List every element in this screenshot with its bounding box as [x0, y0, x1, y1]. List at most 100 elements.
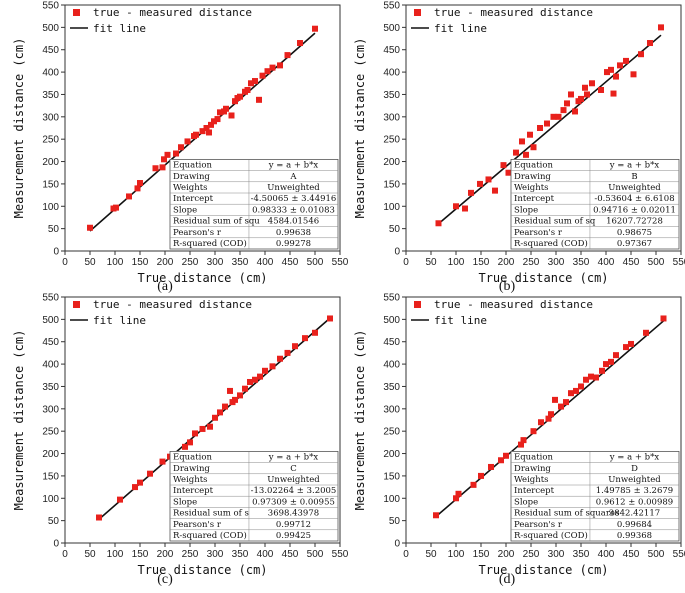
x-tick-label: 250	[182, 549, 199, 560]
x-axis-label: True distance (cm)	[478, 271, 608, 285]
data-point	[583, 376, 589, 383]
data-point	[503, 452, 509, 459]
x-tick-label: 500	[648, 549, 665, 560]
stats-row-label: Drawing	[173, 464, 210, 474]
x-tick-label: 200	[498, 549, 515, 560]
data-point	[604, 69, 610, 76]
x-tick-label: 150	[473, 549, 490, 560]
stats-row-label: Weights	[514, 183, 549, 193]
x-tick-label: 350	[232, 257, 249, 268]
y-tick-label: 300	[42, 112, 59, 123]
data-point	[630, 71, 637, 78]
x-tick-label: 550	[332, 257, 349, 268]
y-tick-label: 200	[42, 449, 59, 460]
fit-line	[437, 34, 662, 225]
data-point	[227, 387, 233, 394]
data-point	[96, 514, 102, 521]
data-point	[207, 423, 213, 430]
data-point	[327, 315, 333, 322]
data-point	[269, 64, 276, 71]
stats-row-value: C	[290, 464, 297, 474]
data-point	[608, 358, 614, 365]
y-tick-label: 500	[383, 315, 400, 326]
x-tick-label: 50	[84, 257, 96, 268]
data-point	[217, 109, 223, 116]
y-tick-label: 200	[42, 157, 59, 168]
x-tick-label: 300	[207, 549, 224, 560]
y-tick-label: 550	[383, 293, 400, 304]
x-tick-label: 450	[282, 549, 299, 560]
x-tick-label: 0	[62, 257, 68, 268]
stats-row-value: 0.98333 ± 0.01083	[252, 205, 335, 215]
stats-row-label: Residual sum of sq	[514, 217, 596, 227]
data-point	[455, 490, 462, 497]
x-tick-label: 200	[157, 257, 174, 268]
data-point	[552, 396, 558, 403]
chart-panel-a: 0 50 100 150 200 250 300 350 400 450 500 550 0 50 100 1…	[12, 1, 349, 295]
legend-label-markers: true - measured distance	[434, 6, 593, 19]
stats-row-label: Pearson's r	[514, 520, 563, 530]
data-point	[613, 352, 619, 359]
stats-row-label: Intercept	[173, 486, 214, 496]
data-point	[603, 361, 609, 368]
stats-row-value: 0.94716 ± 0.02011	[593, 205, 676, 215]
stats-header-value: y = a + b*x	[268, 161, 319, 171]
x-tick-label: 300	[548, 257, 565, 268]
x-tick-label: 100	[448, 257, 465, 268]
stats-row-label: Pearson's r	[173, 520, 222, 530]
data-point	[312, 25, 318, 32]
stats-header-label: Equation	[173, 161, 212, 171]
stats-row-label: Slope	[514, 497, 538, 507]
y-tick-label: 400	[42, 360, 59, 371]
stats-row-label: Slope	[173, 205, 197, 215]
data-point	[598, 86, 604, 93]
x-tick-label: 0	[62, 549, 68, 560]
data-point	[523, 151, 529, 158]
x-tick-label: 250	[523, 549, 540, 560]
stats-row-value: Unweighted	[267, 475, 320, 485]
y-tick-label: 450	[383, 45, 400, 56]
data-point	[572, 108, 578, 115]
data-point	[564, 100, 570, 107]
data-point	[137, 479, 143, 486]
stats-row-value: Unweighted	[267, 183, 320, 193]
y-tick-label: 150	[42, 179, 59, 190]
data-point	[462, 205, 468, 212]
x-axis-label: True distance (cm)	[137, 271, 267, 285]
x-tick-label: 350	[232, 549, 249, 560]
stats-row-label: R-squared (COD)	[514, 530, 588, 541]
y-tick-label: 450	[42, 45, 59, 56]
y-tick-label: 200	[383, 449, 400, 460]
data-point	[578, 95, 584, 102]
data-point	[433, 512, 439, 519]
data-point	[147, 470, 153, 477]
data-point	[257, 373, 263, 380]
x-tick-label: 200	[157, 549, 174, 560]
stats-row-label: Weights	[173, 475, 208, 485]
x-tick-label: 300	[548, 549, 565, 560]
y-tick-label: 0	[53, 539, 59, 550]
legend-marker	[414, 301, 421, 308]
stats-row-value: 0.99638	[276, 228, 311, 238]
data-point	[256, 96, 262, 103]
data-point	[262, 367, 268, 374]
data-point	[214, 116, 221, 123]
data-point	[563, 399, 569, 406]
stats-row-value: -0.53604 ± 6.6108	[594, 194, 674, 204]
data-point	[643, 329, 649, 336]
stats-row-label: Weights	[514, 475, 549, 485]
y-axis-label: Measurement distance (cm)	[353, 38, 367, 219]
stats-row-value: 4584.01546	[268, 217, 319, 227]
x-tick-label: 400	[257, 549, 274, 560]
y-tick-label: 200	[383, 157, 400, 168]
data-point	[589, 80, 595, 87]
data-point	[284, 349, 291, 356]
data-point	[568, 390, 574, 397]
y-tick-label: 350	[42, 382, 59, 393]
y-tick-label: 150	[383, 471, 400, 482]
y-tick-label: 400	[383, 68, 400, 79]
data-point	[468, 189, 474, 196]
data-point	[292, 343, 298, 350]
chart-panel-c: 0 50 100 150 200 250 300 350 400 450 500 550 0 50 100 1…	[12, 293, 349, 588]
